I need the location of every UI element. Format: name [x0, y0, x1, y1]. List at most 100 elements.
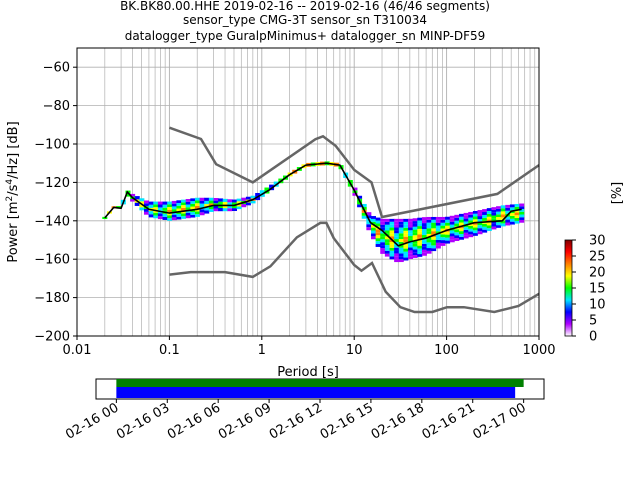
psd-cell	[412, 218, 418, 222]
psd-cell	[194, 214, 200, 217]
psd-cell	[417, 223, 423, 227]
psd-cell	[449, 218, 455, 222]
psd-cell	[445, 222, 451, 226]
psd-cell	[421, 220, 427, 224]
psd-cell	[463, 215, 469, 219]
psd-cell	[259, 193, 265, 197]
psd-cell	[435, 228, 441, 232]
psd-cell	[458, 231, 464, 234]
psd-cell	[389, 236, 395, 240]
psd-cell	[468, 228, 474, 232]
psd-cell	[431, 231, 437, 235]
psd-cell	[426, 236, 432, 240]
psd-cell	[435, 222, 441, 226]
psd-cell	[162, 207, 168, 211]
psd-cell	[398, 256, 404, 260]
psd-cell	[463, 229, 469, 233]
mean-line	[104, 162, 522, 247]
psd-cell	[213, 197, 219, 201]
psd-cell	[463, 218, 469, 222]
x-axis-label: Period [s]	[277, 365, 339, 380]
psd-cell	[171, 206, 177, 210]
psd-cell	[412, 243, 418, 247]
psd-cell	[357, 195, 363, 199]
timeline-bar	[116, 379, 524, 387]
psd-cell	[472, 219, 478, 223]
psd-cell	[398, 236, 404, 240]
psd-cell	[171, 214, 177, 218]
psd-cell	[384, 227, 390, 231]
psd-cell	[227, 199, 233, 203]
psd-cell	[445, 225, 451, 229]
y-axis-label: Power [m2/s4/Hz] [dB]	[5, 121, 21, 262]
psd-cell	[176, 203, 182, 206]
psd-cell	[408, 250, 414, 254]
psd-cell	[139, 204, 145, 208]
psd-cell	[408, 256, 414, 260]
y-tick-label: −60	[43, 61, 70, 76]
psd-cell	[190, 209, 196, 213]
psd-cell	[431, 216, 437, 220]
psd-cell	[394, 250, 400, 254]
psd-cell	[500, 205, 506, 209]
psd-cell	[417, 234, 423, 238]
psd-cell	[403, 236, 409, 240]
psd-cell	[384, 250, 390, 254]
psd-cell	[468, 220, 474, 224]
psd-cell	[153, 207, 159, 210]
psd-cell	[167, 218, 173, 221]
psd-cell	[130, 199, 136, 202]
psd-cell	[167, 212, 173, 216]
psd-cell	[185, 215, 191, 219]
psd-cell	[190, 206, 196, 210]
psd-cell	[380, 239, 386, 243]
psd-cell	[394, 233, 400, 237]
psd-cell	[468, 225, 474, 229]
y-tick-label: −120	[34, 176, 70, 191]
psd-cell	[440, 222, 446, 226]
psd-cell	[236, 206, 242, 210]
psd-cell	[181, 210, 187, 214]
psd-cell	[176, 208, 182, 212]
psd-cell	[426, 242, 432, 246]
psd-cell	[486, 222, 492, 226]
noise-model-high-line	[168, 126, 540, 219]
psd-cell	[472, 233, 478, 236]
psd-cell	[477, 216, 483, 220]
psd-cell	[185, 199, 191, 202]
psd-cell	[347, 183, 353, 187]
psd-cell	[389, 253, 395, 257]
psd-cell	[185, 201, 191, 205]
psd-cell	[519, 211, 525, 215]
psd-cell	[435, 245, 441, 249]
psd-cell	[454, 223, 460, 227]
psd-cell	[514, 215, 520, 219]
psd-cell	[403, 221, 409, 225]
x-tick-label: 1000	[522, 343, 555, 358]
y-tick-label: −200	[34, 330, 70, 345]
psd-cell	[514, 218, 520, 221]
psd-cell	[394, 253, 400, 257]
psd-cell	[181, 199, 187, 203]
psd-cell	[519, 209, 525, 212]
psd-cell	[394, 239, 400, 242]
psd-cell	[398, 247, 404, 251]
psd-cell	[181, 205, 187, 208]
psd-cell	[398, 224, 404, 228]
psd-cell	[264, 187, 270, 191]
psd-cell	[204, 207, 210, 211]
psd-cell	[204, 197, 210, 201]
psd-cell	[412, 229, 418, 233]
psd-cell	[204, 204, 210, 208]
psd-cell	[421, 240, 427, 244]
psd-cell	[389, 241, 395, 245]
psd-cell	[185, 209, 191, 213]
psd-cell	[218, 198, 224, 202]
psd-cell	[519, 219, 525, 223]
psd-cell	[157, 201, 163, 205]
psd-cell	[482, 209, 488, 213]
psd-cell	[218, 201, 224, 205]
psd-cell	[375, 235, 381, 239]
psd-cell	[509, 215, 515, 219]
